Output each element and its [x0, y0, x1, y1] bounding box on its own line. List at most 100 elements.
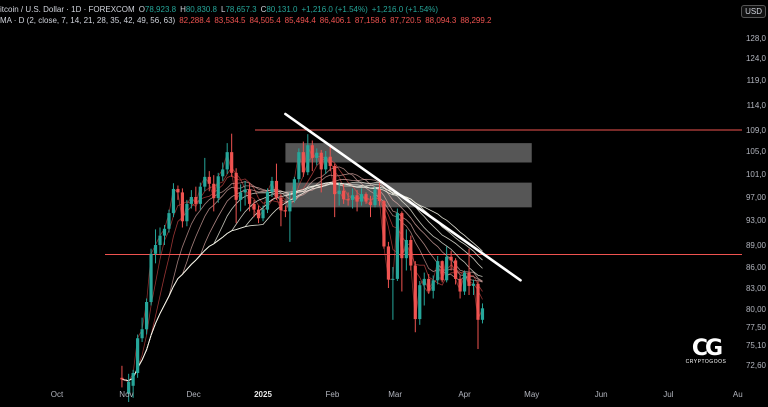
candle-body [127, 381, 131, 394]
candle-body [355, 195, 359, 202]
candle-body [364, 194, 368, 202]
low-label: L [220, 5, 226, 14]
candle-body [480, 308, 485, 320]
y-tick-label: 128,0 [746, 34, 767, 43]
candle-body [377, 189, 382, 202]
candle-body [368, 201, 373, 206]
x-tick-label: 2025 [254, 390, 272, 399]
candle-body [225, 152, 229, 170]
y-tick-label: 105,0 [746, 147, 767, 156]
ma-value: 82,288.4 [179, 16, 211, 25]
candle-body [234, 172, 238, 200]
candle-body [180, 192, 185, 222]
open-value: 78,923.8 [144, 5, 177, 14]
candle-body [449, 256, 453, 261]
chart-header: itcoin / U.S. Dollar · 1D · FOREXCOM O78,… [0, 4, 495, 26]
change-value: +1,216.0 (+1.54%) [301, 5, 368, 14]
candle-body [239, 192, 243, 200]
logo-mark-icon: CG [691, 336, 723, 361]
candle-body [328, 156, 332, 166]
candle-body [413, 265, 417, 320]
candle-body [395, 213, 399, 279]
candle-body [194, 197, 198, 204]
candle-body [409, 240, 413, 266]
ma-line [121, 182, 483, 382]
candle-body [136, 338, 140, 373]
candle-body [207, 176, 211, 184]
candle-body [274, 180, 279, 198]
ma-value: 83,534.5 [214, 16, 246, 25]
ma-value: 86,406.1 [319, 16, 351, 25]
y-tick-label: 75,10 [746, 341, 767, 350]
candle-body [120, 377, 124, 380]
supply-zone [285, 182, 532, 208]
candle-body [270, 180, 274, 192]
ma-value: 88,299.2 [460, 16, 492, 25]
candle-body [373, 189, 377, 206]
candle-body [216, 176, 220, 199]
candle-body [391, 278, 395, 280]
candle-body [301, 152, 305, 173]
candle-body [144, 302, 149, 330]
candle-body [279, 197, 283, 211]
candle-body [176, 188, 180, 193]
change-value-2: +1,216.0 (+1.54%) [371, 5, 439, 14]
indicator-row[interactable]: MA · D (2, close, 7, 14, 21, 28, 35, 42,… [0, 15, 495, 26]
ma-value: 88,094.3 [425, 16, 457, 25]
candle-body [171, 188, 176, 214]
candle-body [324, 156, 328, 170]
candle-body [382, 201, 386, 247]
candle-body [288, 200, 292, 212]
y-tick-label: 101,0 [746, 170, 767, 179]
candle-body [189, 197, 193, 204]
x-tick-label: May [524, 390, 539, 399]
candle-body [265, 191, 270, 210]
ma-value: 87,158.6 [354, 16, 387, 25]
x-tick-label: Jul [663, 390, 673, 399]
ma-value: 87,720.5 [390, 16, 422, 25]
high-label: H [180, 5, 186, 14]
ma-line [121, 145, 483, 383]
y-tick-label: 86,00 [746, 263, 767, 272]
y-tick-label: 72,60 [746, 361, 767, 370]
y-tick-label: 97,00 [746, 193, 767, 202]
candle-body [422, 278, 426, 286]
candle-body [297, 152, 301, 180]
close-label: C [260, 5, 267, 14]
candle-body [212, 183, 216, 199]
candle-body [337, 190, 341, 195]
candle-body [252, 203, 256, 210]
ma-value: 85,494.4 [284, 16, 316, 25]
x-tick-label: Au [733, 390, 743, 399]
candle-body [149, 253, 153, 302]
candle-body [198, 186, 202, 204]
candle-body [404, 240, 408, 259]
ma-value: 84,505.4 [249, 16, 281, 25]
candle-body [342, 190, 346, 200]
x-tick-label: Dec [186, 390, 200, 399]
candle-body [431, 280, 435, 291]
candle-body [315, 152, 319, 158]
candle-body [440, 261, 444, 281]
candle-body [445, 256, 449, 281]
y-tick-label: 93,00 [746, 216, 767, 225]
y-tick-label: 119,0 [747, 76, 767, 85]
x-tick-label: Oct [51, 390, 64, 399]
candle-body [471, 283, 476, 286]
low-value: 78,657.3 [225, 5, 257, 14]
candle-body [292, 179, 296, 201]
candle-body [319, 152, 323, 170]
candle-body [346, 199, 350, 201]
symbol-row: itcoin / U.S. Dollar · 1D · FOREXCOM O78,… [0, 4, 495, 15]
x-tick-label: Jun [595, 390, 608, 399]
candle-body [185, 203, 189, 222]
x-tick-label: Feb [326, 390, 340, 399]
y-tick-label: 89,00 [746, 241, 767, 250]
candle-body [436, 261, 440, 281]
currency-badge[interactable]: USD [741, 5, 766, 18]
candle-body [162, 228, 167, 236]
candle-body [167, 213, 171, 229]
x-tick-label: Apr [458, 390, 471, 399]
